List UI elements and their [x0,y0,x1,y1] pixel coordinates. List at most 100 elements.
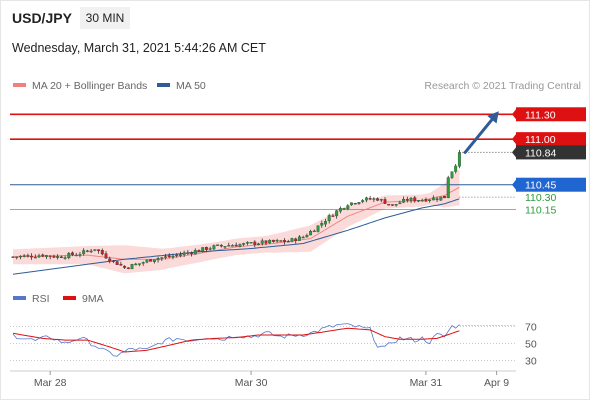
candle-body [208,248,212,250]
candle-body [309,231,313,236]
legend-ma50-swatch [157,83,170,88]
candle-body [160,257,164,259]
candle-body [45,255,48,257]
level-label-pointer-2 [512,147,516,158]
candle-body [119,264,123,266]
candle-body [305,235,309,238]
candle-body [33,256,37,259]
candle-body [327,215,331,222]
candle-body [138,263,141,265]
candle-body [93,249,97,251]
candle-body [71,252,74,255]
candle-body [424,199,428,202]
candle-body [56,256,60,258]
candle-body [223,246,227,248]
candle-body [145,259,149,263]
legend-bollinger: MA 20 + Bollinger Bands [13,80,147,92]
level-label-bg-1 [516,132,586,147]
level-label-bg-0 [516,107,586,122]
candle-body [301,236,305,239]
candle-body [234,244,238,247]
candle-body [156,258,160,261]
candle-body [242,243,246,245]
candle-body [201,247,205,252]
x-tick-label-2: Mar 31 [410,377,443,389]
candle-body [372,198,376,200]
candle-body [231,245,234,247]
candle-body [74,254,78,257]
candle-body [186,252,190,254]
candle-body [126,267,130,269]
candle-body [357,202,361,204]
candle-body [443,195,446,199]
candle-body [431,197,435,201]
candles-group [11,149,461,270]
candle-body [428,199,432,202]
candle-body [111,260,115,262]
candle-body [212,245,216,250]
legend-ma50: MA 50 [157,80,206,92]
candle-body [52,255,56,258]
candle-body [320,223,324,226]
candle-body [361,200,365,202]
candle-body [253,241,257,245]
candle-body [59,256,63,258]
candle-body [22,255,26,257]
credit-label: Research © 2021 Trading Central [424,80,581,92]
legend-bollinger-swatch [13,83,26,88]
candle-body [413,197,417,202]
candle-body [346,205,350,209]
rsi-tick-label-50: 50 [525,339,537,351]
candle-body [294,238,298,241]
candle-body [238,244,242,247]
candle-body [11,256,15,258]
candle-body [97,249,101,252]
candle-body [257,243,260,246]
candle-body [387,203,391,206]
candle-body [134,263,138,266]
legend-rsi-label: RSI [32,293,50,305]
candle-body [324,221,327,225]
candle-body [260,240,264,244]
candle-body [193,250,197,255]
candle-body [368,198,372,200]
candle-body [227,245,231,247]
candle-body [167,255,171,258]
candle-body [204,247,208,250]
candle-body [353,203,357,205]
candle-body [264,240,268,244]
candle-body [435,198,439,200]
candle-body [398,202,402,205]
candle-body [182,252,186,255]
level-label-1: 111.00 [525,134,556,146]
target-arrow-head [487,111,499,124]
level-label-bg-3 [516,177,586,192]
legend-rsi-ma: 9MA [63,293,104,305]
candle-body [364,197,368,201]
candle-body [115,261,119,265]
candle-body [26,255,30,257]
candle-body [41,254,45,257]
ma50-line [12,198,460,275]
legend-rsi: RSI [13,293,50,305]
x-tick-label-0: Mar 28 [34,377,67,389]
candle-body [152,259,156,262]
rsi-tick-label-70: 70 [525,322,537,334]
candle-body [383,199,387,204]
timeframe-button[interactable]: 30 MIN [80,7,130,29]
candle-body [130,264,134,270]
candle-body [15,256,19,258]
candle-body [350,202,353,206]
level-label-bg-2 [516,145,586,160]
candle-body [290,238,294,242]
level-label-2: 110.84 [525,147,556,159]
candle-body [149,259,153,262]
candle-body [376,198,380,201]
candle-body [123,265,127,268]
rsi-ma-line [12,327,460,353]
level-label-pointer-1 [512,134,516,145]
level-label-0: 111.30 [525,109,556,121]
candle-body [63,257,67,259]
legend-ma50-label: MA 50 [176,80,206,92]
